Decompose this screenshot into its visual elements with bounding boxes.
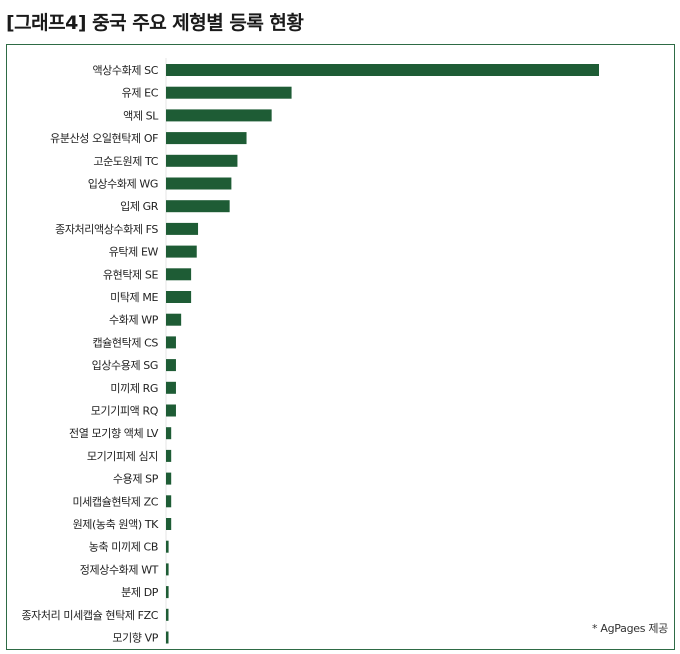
bar bbox=[166, 495, 172, 508]
bar bbox=[166, 336, 176, 349]
bar bbox=[166, 268, 192, 281]
category-label: 입제 GR bbox=[120, 200, 159, 213]
category-label: 입상수용제 SG bbox=[92, 359, 158, 372]
category-label: 농축 미끼제 CB bbox=[89, 541, 158, 554]
category-label: 유분산성 오일현탁제 OF bbox=[50, 131, 158, 145]
bar bbox=[166, 222, 199, 235]
category-label: 액제 SL bbox=[123, 109, 159, 122]
category-label: 미탁제 ME bbox=[110, 291, 158, 304]
bar bbox=[166, 381, 176, 394]
bar bbox=[166, 449, 172, 462]
category-label: 전열 모기향 액체 LV bbox=[69, 427, 159, 440]
bar bbox=[166, 132, 247, 145]
bar bbox=[166, 154, 238, 167]
bar bbox=[166, 404, 176, 417]
category-label: 분제 DP bbox=[121, 586, 159, 599]
bar bbox=[166, 472, 172, 485]
bar bbox=[166, 586, 169, 599]
category-label: 액상수화제 SC bbox=[92, 64, 158, 77]
bar bbox=[166, 359, 176, 372]
chart-title: [그래프4] 중국 주요 제형별 등록 현황 bbox=[6, 12, 304, 34]
bar bbox=[166, 109, 272, 122]
bar bbox=[166, 177, 232, 190]
category-label: 유제 EC bbox=[122, 87, 159, 100]
bar bbox=[166, 64, 599, 76]
bar bbox=[166, 313, 182, 326]
category-label: 종자처리 미세캡슐 현탁제 FZC bbox=[21, 609, 158, 622]
source-credit: * AgPages 제공 bbox=[591, 622, 668, 635]
category-label: 정제상수화제 WT bbox=[80, 563, 159, 576]
bar bbox=[166, 200, 230, 213]
category-label: 모기기피제 심지 bbox=[87, 450, 158, 463]
category-label: 모기기피액 RQ bbox=[91, 405, 159, 418]
bar bbox=[166, 427, 172, 440]
category-label: 원제(농축 원액) TK bbox=[73, 518, 160, 531]
chart-frame bbox=[6, 44, 675, 650]
category-label: 고순도원제 TC bbox=[93, 155, 158, 168]
category-label: 캡슐현탁제 CS bbox=[92, 336, 158, 349]
category-label: 미세캡슐현탁제 ZC bbox=[72, 495, 158, 508]
category-label: 종자처리액상수화제 FS bbox=[55, 223, 158, 236]
category-label: 모기향 VP bbox=[112, 632, 158, 645]
category-label: 유현탁제 SE bbox=[103, 268, 159, 281]
category-label: 수화제 WP bbox=[109, 314, 159, 327]
bar bbox=[166, 563, 169, 576]
bar bbox=[166, 631, 169, 644]
category-label: 수용제 SP bbox=[113, 473, 159, 486]
category-label: 유탁제 EW bbox=[109, 246, 159, 259]
bar bbox=[166, 86, 292, 99]
bar bbox=[166, 540, 169, 553]
bar bbox=[166, 245, 197, 258]
category-label: 입상수화제 WG bbox=[88, 178, 158, 191]
bar bbox=[166, 291, 192, 303]
bar bbox=[166, 608, 169, 621]
category-label: 미끼제 RG bbox=[110, 382, 158, 395]
bar bbox=[166, 518, 172, 530]
